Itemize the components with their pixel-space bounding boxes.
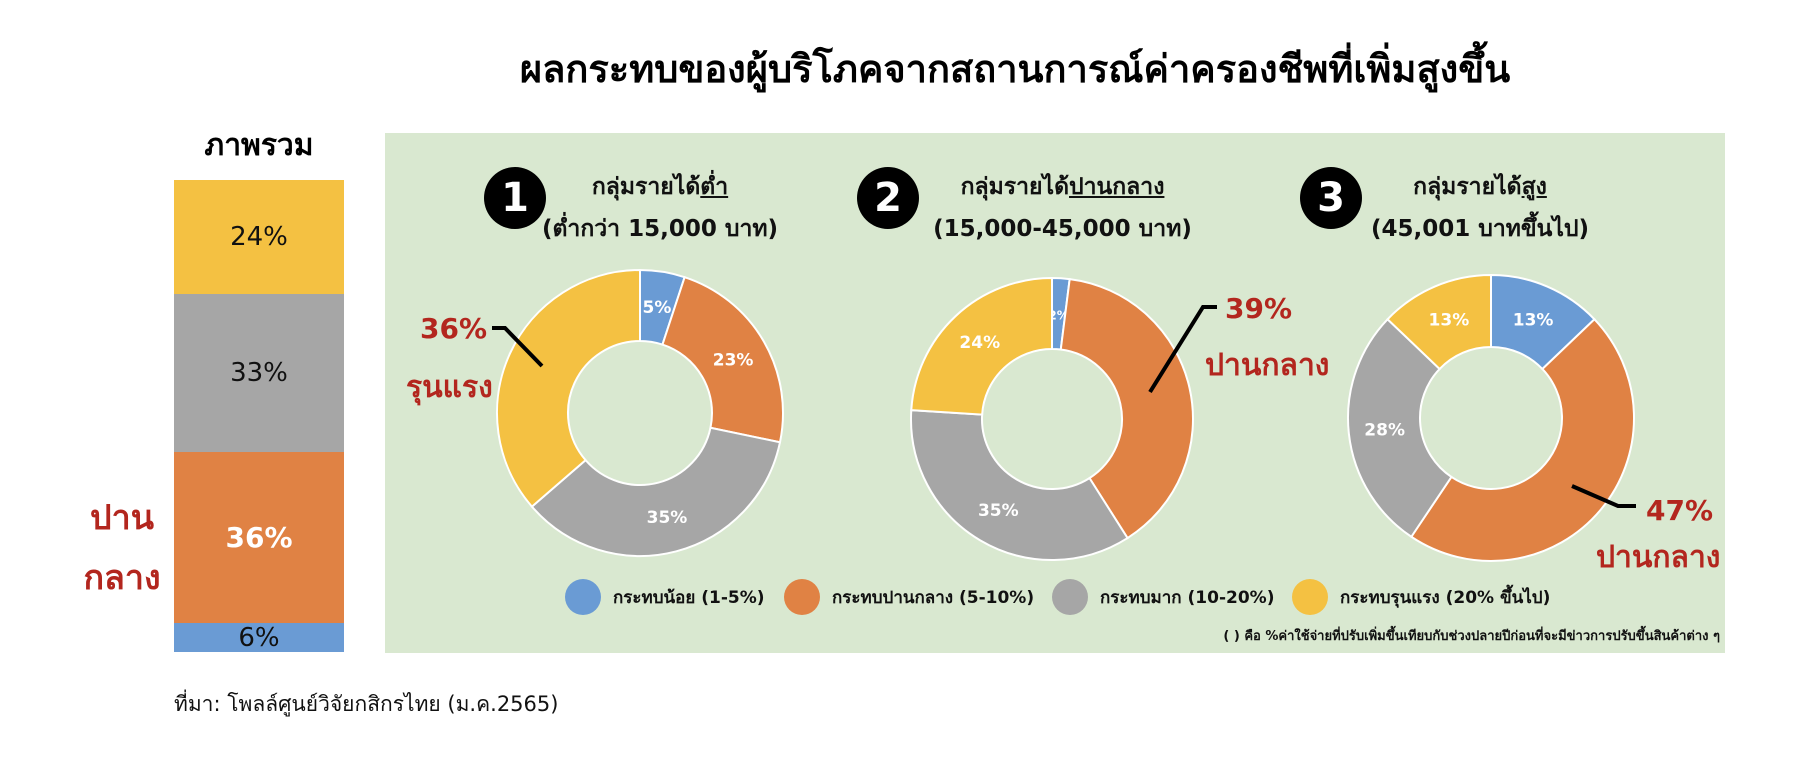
donut-1-slice-2 [661, 275, 784, 444]
donut-3-slice-2 [1409, 317, 1636, 562]
donut-3-label-1: 13% [1513, 311, 1554, 331]
overall-seg-medium: 36% [174, 451, 344, 624]
group-1-title: กลุ่มรายได้ต่ำ (ต่ำกว่า 15,000 บาท) [540, 166, 780, 250]
overall-seg-label: 6% [238, 622, 280, 653]
donut-1-label-3: 35% [647, 508, 688, 528]
group-2-callout-word: ปานกลาง [1205, 348, 1330, 383]
legend-item-3: กระทบมาก (10-20%) [1052, 577, 1274, 617]
donut-1-label-2: 23% [713, 350, 754, 370]
overall-seg-label: 24% [230, 222, 288, 253]
legend-label: กระทบน้อย (1-5%) [613, 587, 765, 608]
donut-2-slice-3 [910, 409, 1129, 561]
group-2-title: กลุ่มรายได้ปานกลาง (15,000-45,000 บาท) [920, 166, 1205, 250]
group-1-badge: 1 [484, 167, 546, 229]
group-3-subtitle: (45,001 บาทขึ้นไป) [1370, 216, 1590, 242]
donut-3-slice-3 [1346, 317, 1453, 539]
donut-1-label-1: 5% [643, 298, 672, 318]
donut-panel [385, 133, 1725, 653]
legend-label: กระทบรุนแรง (20% ขึ้นไป) [1340, 587, 1551, 608]
legend-item-2: กระทบปานกลาง (5-10%) [784, 577, 1034, 617]
donut-3-label-3: 28% [1364, 421, 1405, 441]
group-3-title-b: สูง [1521, 174, 1547, 200]
donut-2-slice-4 [910, 276, 1053, 416]
group-2-subtitle: (15,000-45,000 บาท) [933, 216, 1192, 242]
donut-2-slice-2 [1059, 277, 1194, 540]
legend-swatch [1052, 579, 1088, 615]
overall-callout: ปาน กลาง [82, 488, 162, 608]
donut-3-label-4: 13% [1429, 311, 1470, 331]
legend-item-1: กระทบน้อย (1-5%) [565, 577, 765, 617]
group-2-callout-pct: 39% [1225, 292, 1293, 325]
group-3-badge: 3 [1300, 167, 1362, 229]
legend-label: กระทบปานกลาง (5-10%) [832, 587, 1035, 608]
overall-seg-severe: 24% [174, 180, 344, 295]
overall-seg-low: 6% [174, 622, 344, 653]
legend-item-4: กระทบรุนแรง (20% ขึ้นไป) [1292, 577, 1550, 617]
group-1-title-a: กลุ่มรายได้ [591, 174, 701, 200]
callout-line-2 [1148, 305, 1217, 394]
group-1-callout-pct: 36% [420, 312, 488, 345]
donut-1-slice-4 [496, 268, 641, 509]
overall-callout-line2: กลาง [83, 558, 161, 598]
overall-stacked-bar: 24% 33% 36% 6% [174, 180, 344, 653]
group-3-callout-word: ปานกลาง [1596, 540, 1721, 575]
donut-3-slice-4 [1386, 273, 1492, 371]
source-note: ที่มา: โพลล์ศูนย์วิจัยกสิกรไทย (ม.ค.2565… [174, 692, 559, 716]
footnote: ( ) คือ %ค่าใช้จ่ายที่ปรับเพิ่มขึ้นเทียบ… [1223, 629, 1720, 644]
group-3-title-a: กลุ่มรายได้ [1413, 174, 1522, 200]
donut-1-slice-3 [530, 426, 782, 557]
legend-label: กระทบมาก (10-20%) [1100, 587, 1275, 608]
group-1-callout-word: รุนแรง [406, 370, 493, 405]
overall-callout-line1: ปาน [90, 498, 154, 538]
callout-line-3 [1571, 484, 1636, 508]
overall-seg-label: 36% [225, 521, 293, 555]
donut-2-label-3: 35% [978, 501, 1019, 521]
legend-swatch [565, 579, 601, 615]
callout-line-1 [492, 326, 544, 368]
group-2-title-b: ปานกลาง [1069, 174, 1165, 200]
page-title: ผลกระทบของผู้บริโภคจากสถานการณ์ค่าครองชี… [519, 47, 1511, 91]
overall-seg-high: 33% [174, 294, 344, 452]
group-2-badge: 2 [857, 167, 919, 229]
overall-seg-label: 33% [230, 358, 288, 389]
legend-swatch [784, 579, 820, 615]
group-3-callout-pct: 47% [1646, 494, 1714, 527]
group-1-subtitle: (ต่ำกว่า 15,000 บาท) [541, 216, 779, 242]
donut-2-label-4: 24% [959, 333, 1000, 353]
overall-label: ภาพรวม [204, 128, 314, 163]
group-3-title: กลุ่มรายได้สูง (45,001 บาทขึ้นไป) [1355, 166, 1605, 250]
group-2-title-a: กลุ่มรายได้ [960, 174, 1070, 200]
legend-swatch [1292, 579, 1328, 615]
group-1-title-b: ต่ำ [700, 174, 729, 200]
